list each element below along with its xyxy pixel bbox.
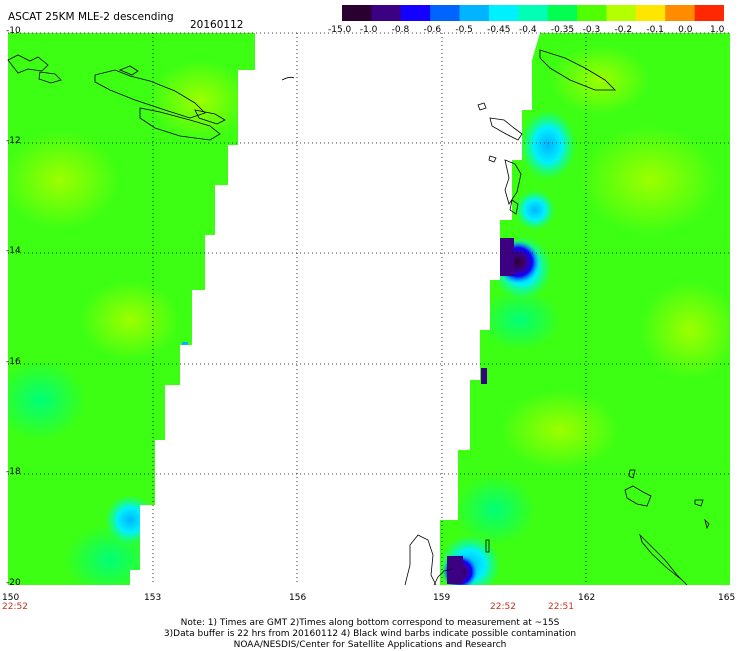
colorbar-label: -0.2 [614, 25, 633, 35]
colorbar-label: 1.0 [710, 25, 725, 35]
lat-label: -10 [6, 26, 21, 36]
time-label: 22:52 [2, 602, 28, 612]
chart-date: 20160112 [190, 19, 244, 31]
colorbar-label: -0.35 [550, 25, 575, 35]
colorbar-swatches [342, 5, 725, 21]
colorbar-swatch [400, 5, 431, 21]
colorbar-swatch [371, 5, 402, 21]
time-label: 22:51 [548, 602, 574, 612]
colorbar-swatch [577, 5, 607, 21]
time-label: 22:52 [490, 602, 516, 612]
note-line-3: NOAA/NESDIS/Center for Satellite Applica… [233, 640, 507, 650]
coastlines [7, 49, 710, 586]
colorbar-swatch [635, 5, 666, 21]
colorbar-label: -15.0 [328, 25, 352, 35]
lat-label: -20 [6, 578, 21, 588]
colorbar-label: -0.45 [487, 25, 511, 35]
colorbar-swatch [694, 5, 725, 21]
colorbar-swatch [518, 5, 549, 21]
note-line-1: Note: 1) Times are GMT 2)Times along bot… [180, 618, 560, 628]
colorbar-swatch [459, 5, 490, 21]
grid-lines [8, 32, 730, 585]
chart-title: ASCAT 25KM MLE-2 descending [8, 11, 174, 23]
west-swath [8, 33, 255, 585]
colorbar-label: 0.0 [678, 25, 693, 35]
lon-label: 162 [578, 593, 596, 603]
lat-label: -18 [6, 467, 21, 477]
footer-notes: Note: 1) Times are GMT 2)Times along bot… [0, 618, 740, 651]
lon-label: 159 [433, 593, 451, 603]
note-line-2: 3)Data buffer is 22 hrs from 20160112 4)… [163, 629, 577, 639]
colorbar [342, 5, 725, 21]
colorbar-label: -0.5 [455, 25, 473, 35]
colorbar-label: -0.4 [519, 25, 537, 35]
colorbar-swatch [606, 5, 637, 21]
lon-label: 153 [144, 593, 162, 603]
lat-label: -14 [6, 246, 21, 256]
colorbar-label: -1.0 [359, 25, 378, 35]
colorbar-swatch [547, 5, 578, 21]
colorbar-label: -0.6 [423, 25, 442, 35]
colorbar-swatch [342, 5, 372, 21]
colorbar-swatch [665, 5, 696, 21]
colorbar-swatch [488, 5, 519, 21]
colorbar-label: -0.8 [391, 25, 410, 35]
lon-label: 165 [718, 593, 736, 603]
colorbar-label: -0.3 [582, 25, 601, 35]
lat-label: -12 [6, 136, 21, 146]
lon-label: 150 [2, 593, 20, 603]
east-swath [440, 33, 730, 585]
colorbar-swatch [430, 5, 461, 21]
lat-label: -16 [6, 357, 21, 367]
lon-label: 156 [289, 593, 307, 603]
colorbar-label: -0.1 [646, 25, 664, 35]
